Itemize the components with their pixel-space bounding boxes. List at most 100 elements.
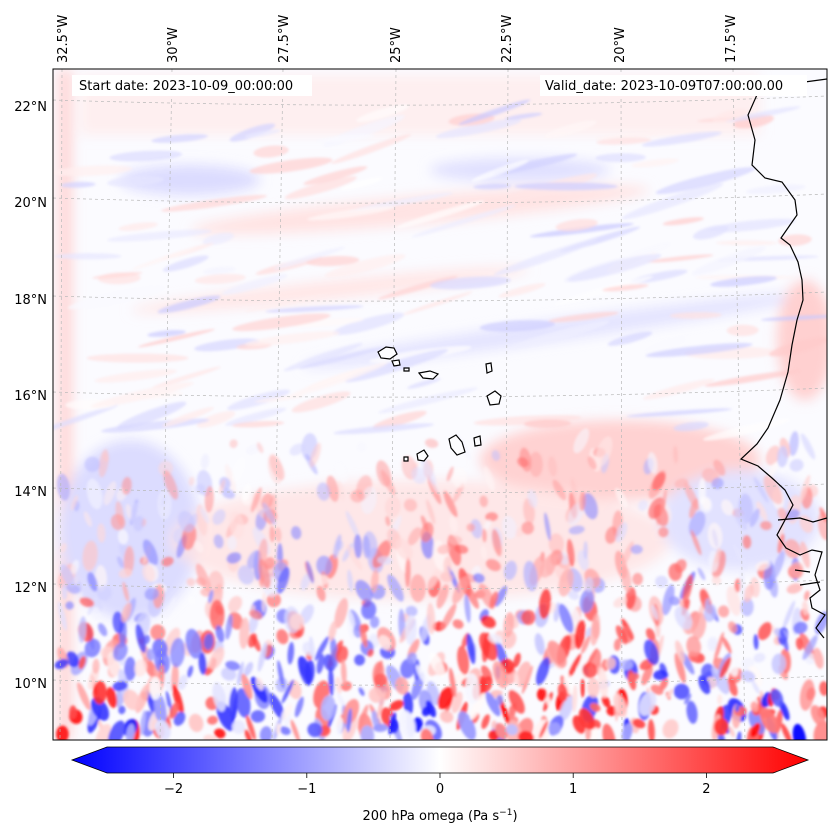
convective-cell	[281, 703, 293, 721]
convective-cell	[779, 628, 789, 652]
convective-cell	[287, 641, 295, 665]
convective-cell	[281, 679, 294, 704]
field-streak	[138, 329, 215, 348]
convective-cell	[437, 687, 454, 710]
convective-cell	[250, 676, 268, 703]
convective-cell	[400, 658, 416, 679]
convective-cell	[558, 568, 574, 597]
island-maio	[473, 435, 482, 447]
convective-cell	[153, 693, 167, 725]
convective-cell	[140, 709, 146, 736]
convective-cell	[378, 635, 392, 650]
convective-cell	[503, 611, 515, 638]
convective-cell	[135, 623, 147, 653]
convective-cell	[517, 457, 529, 468]
convective-cell	[722, 637, 732, 654]
convective-cell	[589, 702, 601, 712]
convective-cell	[169, 702, 179, 719]
convective-cell	[97, 523, 106, 543]
field-streak	[288, 362, 388, 398]
colorbar-tick-label: 1	[569, 782, 577, 797]
convective-cell	[290, 719, 300, 740]
convective-cells	[53, 99, 827, 740]
convective-cell	[316, 482, 330, 501]
field-streak	[710, 275, 777, 287]
field-streak	[53, 165, 133, 177]
convective-cell	[508, 689, 525, 714]
convective-cell	[491, 450, 501, 461]
convective-cell	[711, 477, 724, 489]
convective-cell	[751, 680, 760, 694]
convective-cell	[763, 563, 776, 590]
convective-cell	[250, 710, 266, 723]
lat-label: 10°N	[14, 677, 47, 692]
convective-cell	[309, 442, 322, 468]
convective-cell	[567, 590, 580, 600]
field-streak	[331, 134, 412, 164]
field-streak	[378, 387, 478, 414]
convective-cell	[384, 496, 401, 518]
convective-cell	[356, 442, 367, 452]
lat-label: 18°N	[14, 293, 47, 308]
convective-cell	[440, 572, 453, 583]
convective-cell	[711, 576, 722, 585]
field-streak	[265, 305, 364, 313]
convective-cell	[389, 719, 399, 734]
convective-cell	[792, 723, 807, 740]
convective-cell	[279, 726, 291, 735]
convective-cell	[666, 688, 674, 699]
convective-cell	[346, 708, 352, 733]
convective-cell	[688, 511, 706, 537]
convective-cell	[753, 476, 769, 503]
coastline-gambia	[777, 517, 827, 523]
convective-cell	[69, 705, 77, 719]
convective-cell	[771, 550, 785, 581]
convective-cell	[79, 597, 95, 608]
lat-label: 22°N	[14, 100, 47, 115]
convective-cell	[501, 515, 517, 540]
convective-cell	[429, 651, 446, 678]
convective-cell	[121, 477, 132, 495]
convective-cell	[480, 545, 488, 561]
convective-cell	[294, 696, 304, 718]
field-streak	[249, 157, 333, 174]
convective-cell	[647, 719, 655, 740]
convective-cell	[454, 544, 469, 554]
convective-cell	[307, 722, 323, 738]
convective-cell	[789, 459, 804, 472]
convective-cell	[590, 613, 600, 646]
convective-cell	[458, 711, 476, 740]
convective-cell	[251, 635, 261, 652]
convective-cell	[582, 493, 598, 520]
field-streak	[595, 129, 695, 140]
convective-cell	[256, 442, 264, 454]
convective-cell	[228, 687, 238, 719]
convective-cell	[585, 627, 592, 638]
gridline-lon	[59, 69, 63, 740]
lat-label: 20°N	[14, 196, 47, 211]
convective-cell	[779, 700, 790, 721]
convective-cell	[448, 667, 457, 698]
island-santiago	[448, 434, 466, 456]
convective-cell	[274, 527, 282, 542]
coastline-mauritania-senegal	[739, 78, 827, 639]
convective-cell	[691, 612, 707, 640]
convective-cell	[464, 594, 471, 623]
convective-cell	[749, 508, 760, 528]
convective-cell	[771, 653, 787, 675]
field-streak	[86, 353, 189, 363]
convective-cell	[492, 661, 508, 689]
convective-cell	[630, 544, 643, 555]
convective-cell	[149, 676, 162, 700]
convective-cell	[340, 659, 347, 686]
field-streak	[203, 266, 236, 275]
field-streak	[529, 223, 634, 238]
convective-cell	[651, 604, 659, 621]
convective-cell	[652, 472, 666, 491]
convective-cell	[123, 546, 135, 576]
convective-cell	[229, 439, 238, 449]
convective-cell	[728, 621, 738, 634]
field-streak	[725, 106, 801, 122]
convective-cell	[538, 588, 552, 620]
field-streak	[244, 129, 281, 138]
